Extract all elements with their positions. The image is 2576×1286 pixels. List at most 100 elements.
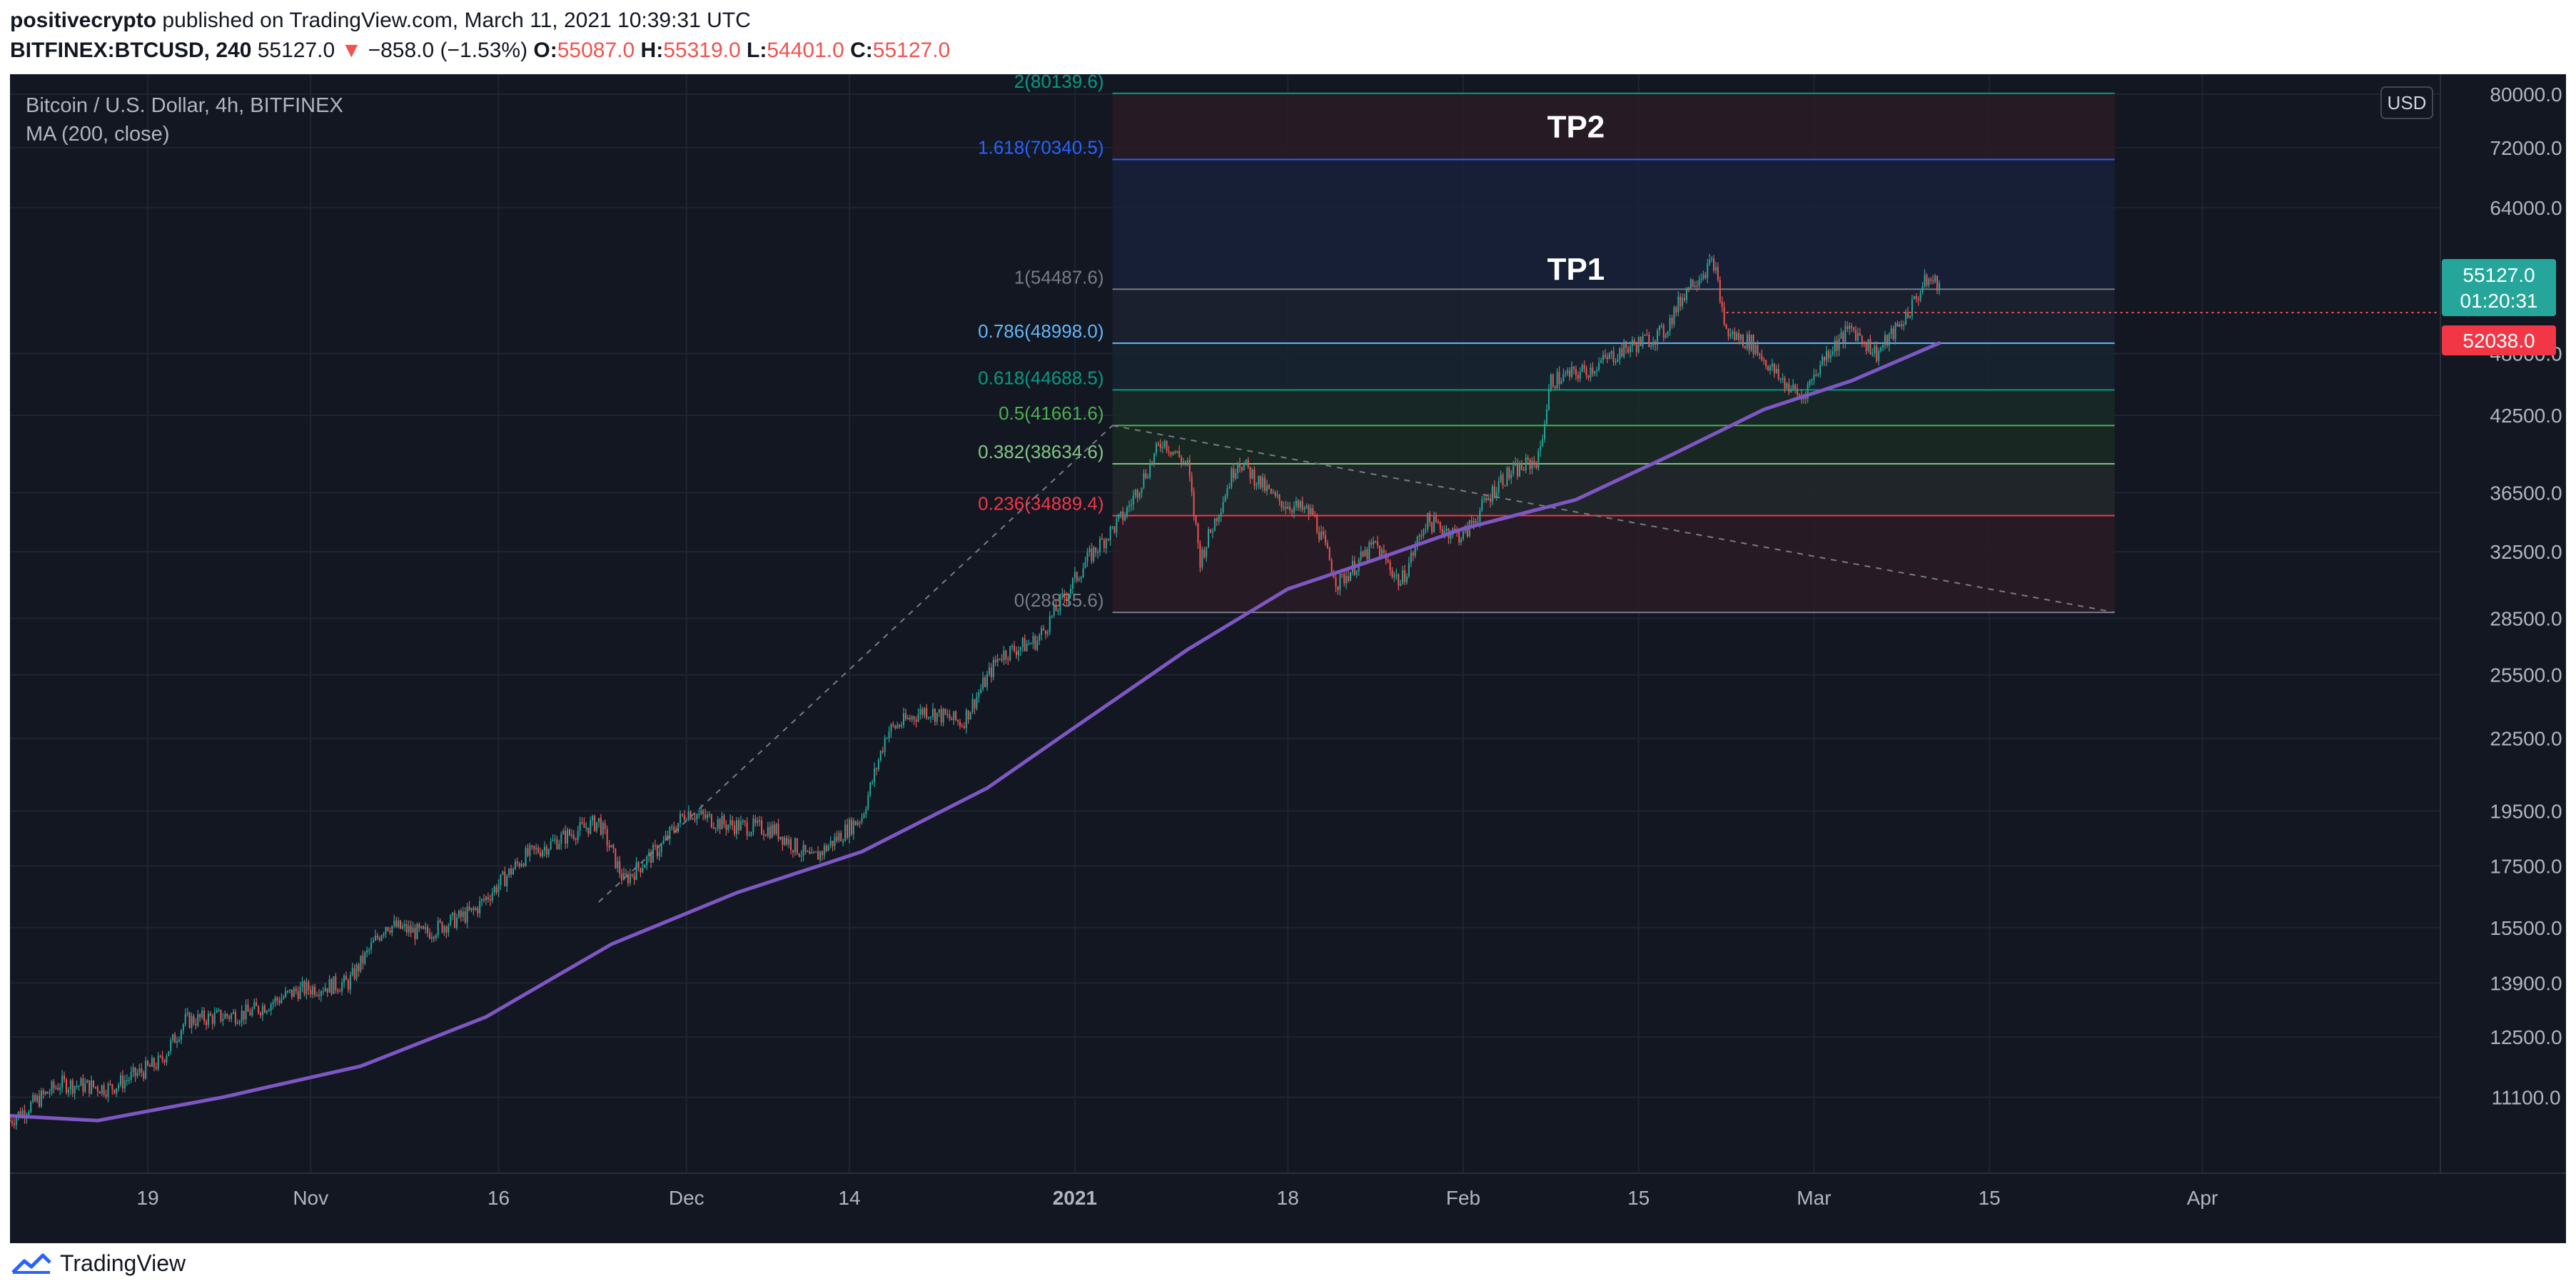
candle-body — [458, 911, 460, 918]
candle-body — [819, 851, 821, 860]
candle-body — [938, 709, 940, 713]
publish-info: positivecrypto published on TradingView.… — [10, 9, 751, 33]
candle-body — [260, 1013, 262, 1016]
candle-body — [1213, 518, 1216, 532]
currency-button[interactable]: USD — [2380, 86, 2433, 119]
candle-body — [1097, 552, 1099, 554]
candle-body — [161, 1055, 163, 1060]
candle-body — [67, 1089, 69, 1093]
candle-body — [1896, 323, 1899, 327]
candle-body — [1024, 638, 1026, 652]
candle-body — [1186, 460, 1188, 463]
candle-body — [380, 935, 383, 941]
candle-body — [800, 855, 802, 857]
candle-body — [479, 901, 481, 913]
candle-body — [951, 719, 953, 720]
candle-body — [1732, 331, 1734, 335]
candle-body — [1934, 275, 1936, 282]
candle-body — [337, 989, 339, 992]
candle-body — [1608, 353, 1610, 359]
candle-body — [884, 738, 886, 752]
candle-body — [575, 839, 577, 841]
candle-body — [1251, 470, 1253, 479]
candle-body — [1540, 445, 1542, 452]
candle-body — [1525, 457, 1527, 471]
author-name[interactable]: positivecrypto — [10, 9, 157, 32]
candle-body — [990, 667, 992, 677]
candle-body — [1149, 462, 1151, 477]
candle-body — [155, 1067, 157, 1069]
candle-body — [1604, 355, 1606, 358]
candle-body — [283, 997, 285, 999]
candle-body — [1032, 636, 1034, 644]
candle-body — [378, 938, 380, 941]
candle-body — [401, 926, 403, 929]
candle-body — [1515, 462, 1517, 466]
candle-body — [717, 819, 719, 829]
candle-body — [857, 822, 859, 826]
time-tick-label: Nov — [293, 1187, 328, 1209]
candle-body — [1414, 547, 1416, 556]
candle-body — [742, 821, 744, 822]
candle-body — [370, 942, 373, 950]
candle-body — [915, 719, 917, 722]
candle-body — [1479, 510, 1481, 522]
candle-body — [984, 677, 986, 687]
candle-body — [654, 845, 656, 846]
candle-body — [1126, 507, 1128, 517]
candle-body — [1405, 576, 1408, 582]
candle-body — [243, 1011, 245, 1020]
candle-body — [316, 995, 318, 996]
chart-pane[interactable]: 0(28835.6) 0.236(34889.4) 0.382(38634.6) 0.… — [10, 74, 2566, 1243]
fib-level-label: 0.786(48998.0) — [978, 320, 1103, 342]
candle-body — [788, 839, 790, 845]
candle-body — [1612, 351, 1615, 363]
candle-body — [729, 820, 732, 825]
candle-body — [1913, 295, 1915, 300]
candle-body — [1819, 365, 1822, 375]
candle-body — [750, 831, 752, 836]
candle-body — [1794, 384, 1797, 389]
candle-body — [28, 1112, 30, 1115]
indicator-legend[interactable]: MA (200, close) — [26, 123, 170, 146]
candle-body — [1078, 579, 1080, 581]
candle-body — [545, 846, 547, 855]
price-tick-label: 36500.0 — [2490, 482, 2562, 504]
candle-body — [1709, 259, 1711, 264]
candle-body — [123, 1080, 126, 1088]
candle-body — [652, 845, 654, 863]
tradingview-logo[interactable]: TradingView — [10, 1250, 186, 1277]
candle-body — [1210, 529, 1212, 533]
candle-body — [410, 926, 412, 933]
candle-body — [1711, 258, 1713, 260]
candle-body — [1667, 330, 1669, 335]
candle-body — [1905, 312, 1907, 325]
candle-body — [1824, 356, 1826, 361]
candle-body — [1049, 616, 1051, 632]
candle-body — [138, 1068, 141, 1073]
candle-body — [1071, 578, 1074, 589]
candle-body — [1473, 520, 1475, 524]
candle-body — [220, 1009, 222, 1021]
candle-body — [662, 840, 665, 844]
high-label: H: — [640, 39, 664, 62]
candle-body — [1066, 597, 1068, 600]
price-chart[interactable]: 0(28835.6) 0.236(34889.4) 0.382(38634.6) 0.… — [10, 74, 2566, 1243]
ma200-line — [10, 341, 1941, 1123]
candle-body — [919, 709, 921, 714]
candle-body — [565, 831, 567, 844]
candle-body — [481, 898, 483, 901]
candle-body — [512, 869, 514, 875]
candle-body — [708, 814, 710, 816]
candle-body — [1610, 351, 1612, 354]
candle-body — [1324, 535, 1326, 543]
candle-body — [1842, 332, 1844, 343]
candle-body — [1348, 576, 1350, 582]
candle-body — [1717, 267, 1719, 280]
candle-body — [1316, 515, 1318, 532]
candle-body — [608, 846, 610, 848]
candle-body — [834, 836, 836, 846]
candle-body — [852, 821, 854, 835]
candle-body — [268, 1010, 270, 1012]
candle-body — [209, 1013, 211, 1016]
